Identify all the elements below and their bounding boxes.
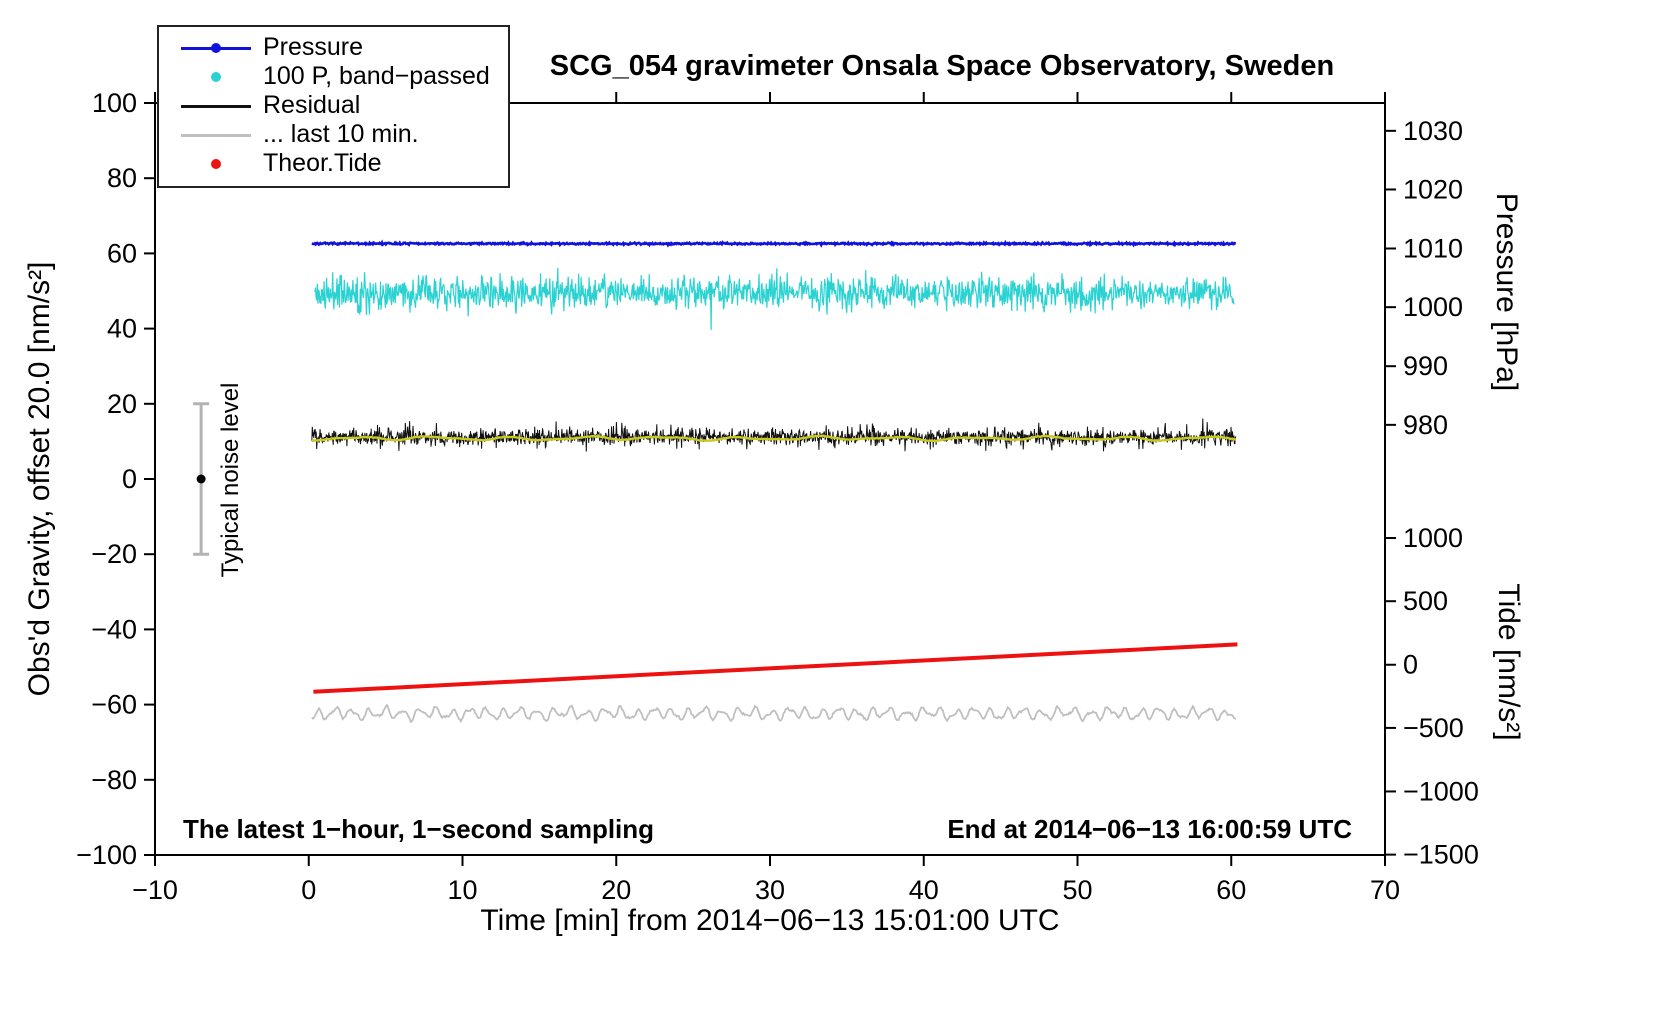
legend: Pressure 100 P, band−passed Residual... la… [157, 25, 510, 188]
y-tick-label-tide: −500 [1403, 713, 1464, 743]
y-axis-label-left: Obs'd Gravity, offset 20.0 [nm/s²] [23, 261, 56, 697]
legend-dot [211, 42, 221, 53]
y-tick-label-left: −60 [91, 690, 137, 720]
y-tick-label-pressure: 990 [1403, 351, 1448, 381]
series-band_passed [314, 267, 1235, 331]
legend-label: Pressure [263, 33, 364, 61]
y-tick-label-left: 40 [107, 314, 137, 344]
y-tick-label-left: 100 [92, 88, 137, 118]
legend-marker-icon [177, 41, 255, 55]
noise-bar-dot [196, 474, 206, 484]
y-tick-label-left: 60 [107, 238, 137, 268]
legend-item: Theor.Tide [159, 149, 508, 178]
annotation-end-time: End at 2014−06−13 16:00:59 UTC [947, 814, 1352, 844]
y-tick-label-left: −80 [91, 765, 137, 795]
legend-item: 100 P, band−passed [159, 62, 508, 91]
x-tick-label: 10 [447, 875, 477, 905]
y-tick-label-left: 20 [107, 389, 137, 419]
x-tick-label: 70 [1370, 875, 1400, 905]
y-tick-label-pressure: 1020 [1403, 174, 1463, 204]
x-tick-label: 0 [301, 875, 316, 905]
y-tick-label-pressure: 1000 [1403, 292, 1463, 322]
y-tick-label-left: −40 [91, 614, 137, 644]
y-axis-label-pressure: Pressure [hPa] [1490, 192, 1523, 392]
y-tick-label-left: 0 [122, 464, 137, 494]
series-pressure [311, 239, 1236, 248]
y-tick-label-left: 80 [107, 163, 137, 193]
legend-marker-icon [177, 128, 255, 142]
annotation-sampling: The latest 1−hour, 1−second sampling [183, 814, 655, 844]
legend-line [181, 104, 251, 108]
y-tick-label-tide: 0 [1403, 650, 1418, 680]
legend-item: ... last 10 min. [159, 120, 508, 149]
legend-dot [211, 158, 221, 169]
series-last10 [311, 703, 1237, 724]
legend-label: Theor.Tide [263, 149, 382, 177]
y-tick-label-tide: 500 [1403, 586, 1448, 616]
y-tick-label-left: −100 [76, 840, 137, 870]
legend-marker-icon [177, 70, 255, 84]
legend-label: Residual [263, 91, 361, 119]
series-residual_mean [311, 434, 1237, 443]
legend-dot [211, 71, 221, 82]
x-axis-label: Time [min] from 2014−06−13 15:01:00 UTC [480, 904, 1060, 937]
y-tick-label-pressure: 1030 [1403, 116, 1463, 146]
plot-frame [154, 102, 1386, 856]
legend-item: Pressure [159, 33, 508, 62]
series-residual [311, 418, 1237, 452]
y-axis-label-tide: Tide [nm/s²] [1492, 583, 1525, 741]
y-tick-label-tide: 1000 [1403, 523, 1463, 553]
y-tick-label-tide: −1500 [1403, 840, 1479, 870]
legend-label: ... last 10 min. [263, 120, 419, 148]
legend-item: Residual [159, 91, 508, 120]
x-tick-label: 60 [1216, 875, 1246, 905]
legend-label: 100 P, band−passed [263, 62, 490, 90]
y-tick-label-left: −20 [91, 539, 137, 569]
y-tick-label-tide: −1000 [1403, 776, 1479, 806]
x-tick-label: 20 [601, 875, 631, 905]
y-tick-label-pressure: 980 [1403, 410, 1448, 440]
x-tick-label: −10 [132, 875, 178, 905]
series-tide [313, 642, 1238, 694]
x-tick-label: 40 [909, 875, 939, 905]
x-tick-label: 50 [1062, 875, 1092, 905]
y-tick-label-pressure: 1010 [1403, 234, 1463, 264]
chart-title: SCG_054 gravimeter Onsala Space Observat… [549, 50, 1335, 82]
noise-level-label: Typical noise level [217, 382, 244, 578]
legend-line [181, 133, 251, 137]
legend-marker-icon [177, 157, 255, 171]
x-tick-label: 30 [755, 875, 785, 905]
legend-marker-icon [177, 99, 255, 113]
